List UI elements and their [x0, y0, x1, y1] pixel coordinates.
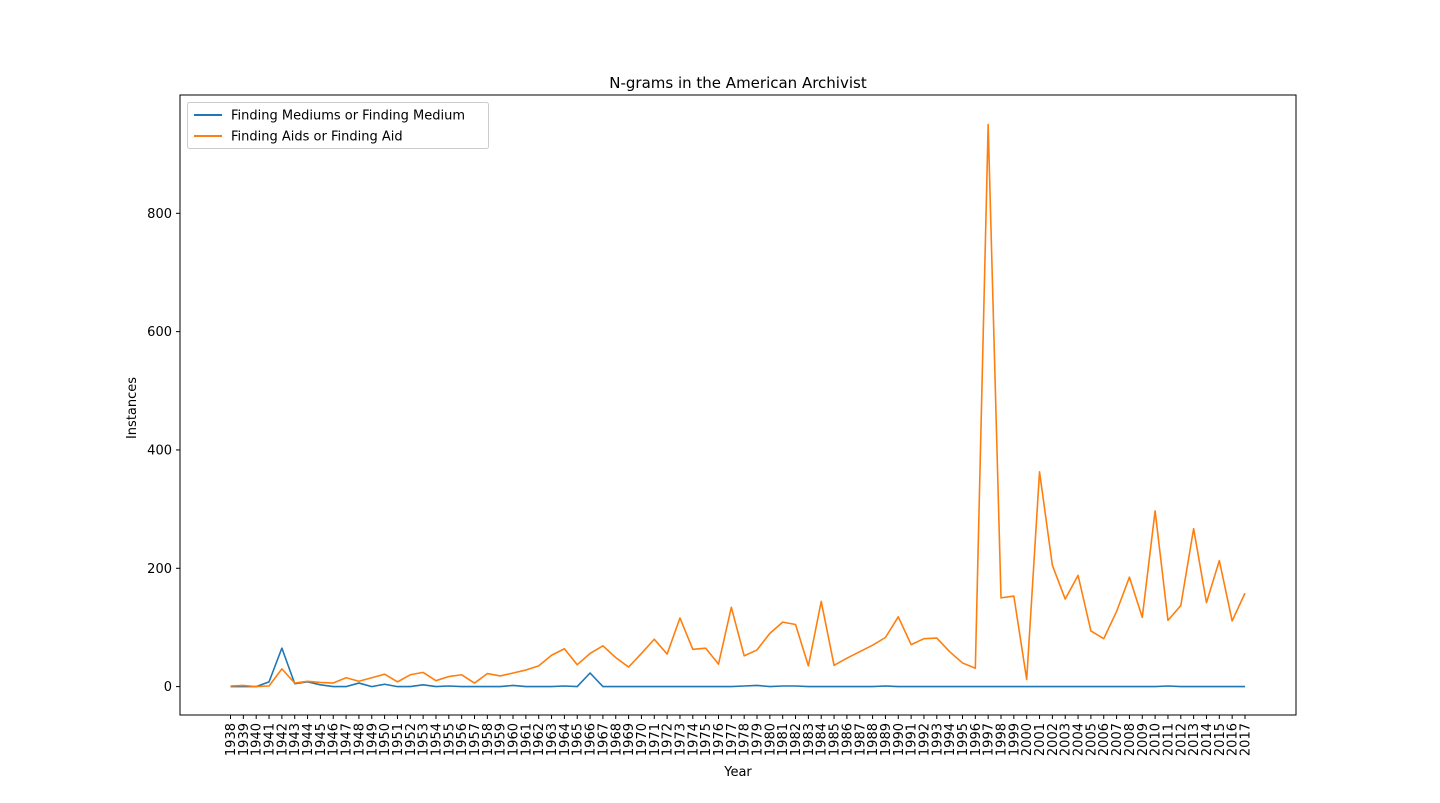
y-axis: 0 200 400 600 800 [147, 207, 180, 695]
x-tick-label: 1997 [982, 723, 997, 756]
y-tick-label: 400 [147, 443, 172, 458]
x-tick-label: 1966 [584, 723, 599, 756]
x-tick-label: 2011 [1161, 723, 1176, 756]
x-tick-label: 2013 [1187, 723, 1202, 756]
x-tick-label: 1994 [943, 723, 958, 756]
x-axis-label: Year [723, 765, 752, 780]
x-tick-label: 1967 [596, 723, 611, 756]
x-tick-label: 1946 [327, 723, 342, 756]
x-tick-label: 2014 [1200, 723, 1215, 756]
x-tick-label: 1953 [417, 723, 432, 756]
series-line-2 [230, 123, 1246, 688]
x-tick-label: 2015 [1213, 723, 1228, 756]
x-tick-label: 2016 [1226, 723, 1241, 756]
x-tick-label: 2000 [1020, 723, 1035, 756]
x-tick-label: 1963 [545, 723, 560, 756]
legend-box [187, 102, 489, 149]
x-tick-label: 1968 [609, 723, 624, 756]
x-tick-label: 1954 [429, 723, 444, 756]
x-tick-label: 1986 [840, 723, 855, 756]
y-tick-label: 600 [147, 325, 172, 340]
x-tick-label: 2009 [1136, 723, 1151, 756]
legend: Finding Mediums or Finding Medium Finding… [187, 102, 489, 149]
series-line-1 [230, 647, 1245, 688]
legend-label-1: Finding Mediums or Finding Medium [231, 109, 465, 124]
x-tick-label: 1978 [738, 723, 753, 756]
x-tick-label: 1988 [866, 723, 881, 756]
x-tick-label: 2002 [1046, 723, 1061, 756]
x-tick-label: 1989 [879, 723, 894, 756]
x-tick-label: 2012 [1174, 723, 1189, 756]
x-tick-label: 1960 [507, 723, 522, 756]
x-tick-label: 1945 [314, 723, 329, 756]
x-tick-label: 1974 [686, 723, 701, 756]
legend-label-2: Finding Aids or Finding Aid [231, 130, 403, 145]
x-tick-label: 1944 [301, 723, 316, 756]
x-tick-label: 2010 [1149, 723, 1164, 756]
x-tick-label: 2004 [1072, 723, 1087, 756]
x-axis: 1938193919401941194219431944194519461947… [224, 715, 1254, 756]
x-tick-label: 1998 [995, 723, 1010, 756]
x-tick-label: 1951 [391, 723, 406, 756]
x-tick-label: 1980 [763, 723, 778, 756]
x-tick-label: 1938 [224, 723, 239, 756]
x-tick-label: 1965 [571, 723, 586, 756]
y-axis-label: Instances [125, 377, 140, 439]
x-tick-label: 1999 [1007, 723, 1022, 756]
x-tick-label: 2006 [1097, 723, 1112, 756]
x-tick-label: 1993 [930, 723, 945, 756]
x-tick-label: 1969 [622, 723, 637, 756]
x-tick-label: 1981 [776, 723, 791, 756]
y-tick-label: 800 [147, 207, 172, 222]
x-tick-label: 1955 [442, 723, 457, 756]
x-tick-label: 1952 [404, 723, 419, 756]
x-tick-label: 1996 [969, 723, 984, 756]
x-tick-label: 1941 [263, 723, 278, 756]
x-tick-label: 1983 [802, 723, 817, 756]
x-tick-label: 1956 [455, 723, 470, 756]
x-tick-label: 1987 [853, 723, 868, 756]
x-tick-label: 1995 [956, 723, 971, 756]
x-tick-label: 1959 [494, 723, 509, 756]
x-tick-label: 1972 [661, 723, 676, 756]
x-tick-label: 2001 [1033, 723, 1048, 756]
x-tick-label: 1957 [468, 723, 483, 756]
y-tick-label: 0 [164, 680, 172, 695]
chart-title: N-grams in the American Archivist [609, 74, 867, 92]
plot-lines [230, 123, 1246, 688]
x-tick-label: 2017 [1239, 723, 1254, 756]
x-tick-label: 1991 [905, 723, 920, 756]
x-tick-label: 1985 [828, 723, 843, 756]
x-tick-label: 1940 [250, 723, 265, 756]
x-tick-label: 1971 [648, 723, 663, 756]
x-tick-label: 1949 [365, 723, 380, 756]
x-tick-label: 1964 [558, 723, 573, 756]
x-tick-label: 1948 [352, 723, 367, 756]
x-tick-label: 2007 [1110, 723, 1125, 756]
x-tick-label: 2003 [1059, 723, 1074, 756]
x-tick-label: 1975 [699, 723, 714, 756]
x-tick-label: 1961 [519, 723, 534, 756]
y-tick-label: 200 [147, 562, 172, 577]
x-tick-label: 1962 [532, 723, 547, 756]
x-tick-label: 1990 [892, 723, 907, 756]
x-tick-label: 1947 [340, 723, 355, 756]
x-tick-label: 1950 [378, 723, 393, 756]
x-tick-label: 1939 [237, 723, 252, 756]
x-tick-label: 1973 [673, 723, 688, 756]
x-tick-label: 1970 [635, 723, 650, 756]
x-tick-label: 1976 [712, 723, 727, 756]
x-tick-label: 1982 [789, 723, 804, 756]
x-tick-label: 1958 [481, 723, 496, 756]
x-tick-label: 2008 [1123, 723, 1138, 756]
x-tick-label: 1979 [751, 723, 766, 756]
x-tick-label: 2005 [1084, 723, 1099, 756]
x-tick-label: 1992 [917, 723, 932, 756]
plot-frame [179, 94, 1297, 716]
x-tick-label: 1984 [815, 723, 830, 756]
x-tick-label: 1942 [275, 723, 290, 756]
x-tick-label: 1977 [725, 723, 740, 756]
x-tick-label: 1943 [288, 723, 303, 756]
